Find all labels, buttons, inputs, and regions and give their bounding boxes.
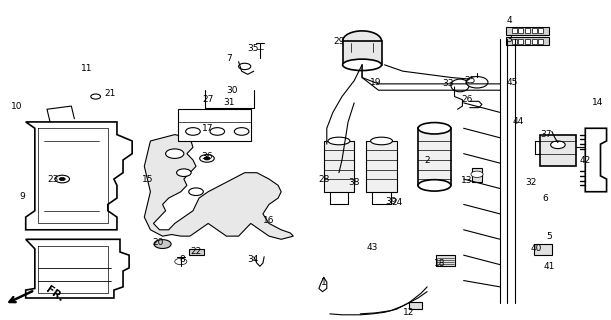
- Text: 28: 28: [318, 174, 329, 184]
- Circle shape: [551, 141, 565, 148]
- FancyBboxPatch shape: [518, 28, 523, 33]
- Text: 22: 22: [191, 247, 202, 257]
- Circle shape: [471, 171, 483, 178]
- Circle shape: [91, 94, 101, 99]
- Text: 41: 41: [543, 262, 554, 271]
- Text: 5: 5: [546, 232, 552, 241]
- FancyBboxPatch shape: [538, 28, 543, 33]
- FancyBboxPatch shape: [409, 302, 422, 309]
- Text: 26: 26: [461, 95, 472, 104]
- Text: 12: 12: [403, 308, 415, 317]
- Ellipse shape: [451, 79, 469, 92]
- Circle shape: [210, 128, 225, 135]
- Circle shape: [177, 169, 191, 177]
- Text: 36: 36: [201, 152, 213, 161]
- Circle shape: [204, 157, 210, 160]
- FancyBboxPatch shape: [532, 38, 536, 44]
- Polygon shape: [26, 239, 129, 298]
- Text: 29: 29: [333, 36, 345, 45]
- FancyBboxPatch shape: [538, 38, 543, 44]
- Circle shape: [239, 63, 251, 69]
- FancyBboxPatch shape: [506, 37, 549, 45]
- Circle shape: [466, 76, 488, 88]
- FancyBboxPatch shape: [472, 168, 483, 182]
- Polygon shape: [144, 135, 293, 239]
- Circle shape: [189, 188, 203, 196]
- Text: 4: 4: [507, 16, 512, 25]
- Text: 21: 21: [104, 89, 115, 98]
- Circle shape: [175, 258, 187, 265]
- Text: 25: 25: [464, 76, 475, 85]
- Text: 31: 31: [224, 99, 235, 108]
- Ellipse shape: [154, 240, 171, 249]
- Text: 13: 13: [461, 176, 472, 185]
- Text: 10: 10: [11, 101, 23, 111]
- Text: 9: 9: [20, 192, 26, 201]
- FancyBboxPatch shape: [533, 244, 552, 255]
- Text: 3: 3: [507, 35, 512, 44]
- FancyBboxPatch shape: [189, 249, 204, 255]
- Text: 23: 23: [48, 174, 59, 184]
- Ellipse shape: [343, 59, 381, 70]
- Text: 2: 2: [424, 156, 430, 164]
- Ellipse shape: [371, 137, 392, 145]
- Circle shape: [59, 178, 65, 180]
- Text: 39: 39: [385, 197, 397, 206]
- FancyBboxPatch shape: [511, 38, 516, 44]
- Text: 8: 8: [179, 255, 185, 264]
- Text: 33: 33: [443, 79, 454, 88]
- Text: 44: 44: [513, 117, 524, 126]
- Text: 11: 11: [81, 63, 92, 73]
- FancyBboxPatch shape: [525, 38, 530, 44]
- FancyBboxPatch shape: [506, 27, 549, 35]
- Ellipse shape: [418, 123, 451, 134]
- Ellipse shape: [418, 180, 451, 191]
- Text: 6: 6: [543, 194, 549, 203]
- Ellipse shape: [343, 31, 381, 51]
- Text: 32: 32: [525, 178, 536, 187]
- Text: 20: 20: [152, 238, 163, 247]
- Text: 43: 43: [367, 243, 378, 252]
- FancyBboxPatch shape: [436, 255, 455, 266]
- Text: 37: 37: [540, 130, 552, 139]
- Polygon shape: [585, 128, 607, 192]
- Circle shape: [235, 128, 249, 135]
- FancyBboxPatch shape: [540, 135, 576, 166]
- FancyBboxPatch shape: [518, 38, 523, 44]
- Circle shape: [186, 128, 200, 135]
- Text: 35: 35: [247, 44, 258, 53]
- Text: 24: 24: [391, 198, 403, 207]
- Text: 14: 14: [592, 99, 603, 108]
- Text: 38: 38: [348, 178, 360, 187]
- Text: FR.: FR.: [44, 284, 65, 304]
- FancyBboxPatch shape: [532, 28, 536, 33]
- FancyBboxPatch shape: [343, 41, 381, 65]
- Text: 17: 17: [202, 124, 214, 133]
- Text: 16: 16: [263, 216, 275, 225]
- Text: 7: 7: [227, 54, 232, 63]
- FancyBboxPatch shape: [178, 109, 251, 141]
- Ellipse shape: [328, 137, 350, 145]
- Text: 45: 45: [507, 78, 518, 87]
- Text: 1: 1: [321, 278, 327, 287]
- Text: 27: 27: [202, 95, 214, 104]
- Polygon shape: [26, 122, 132, 230]
- Text: 34: 34: [247, 255, 258, 264]
- FancyBboxPatch shape: [511, 28, 516, 33]
- Text: 42: 42: [580, 156, 591, 164]
- FancyBboxPatch shape: [324, 141, 354, 192]
- Circle shape: [166, 149, 184, 158]
- FancyBboxPatch shape: [525, 28, 530, 33]
- Text: 40: 40: [531, 244, 543, 253]
- Circle shape: [55, 175, 70, 183]
- FancyBboxPatch shape: [418, 128, 452, 185]
- Circle shape: [200, 155, 214, 162]
- Text: 18: 18: [434, 259, 445, 268]
- Text: 19: 19: [370, 78, 381, 87]
- FancyBboxPatch shape: [367, 141, 397, 192]
- Text: 15: 15: [142, 174, 153, 184]
- Text: 30: 30: [227, 86, 238, 95]
